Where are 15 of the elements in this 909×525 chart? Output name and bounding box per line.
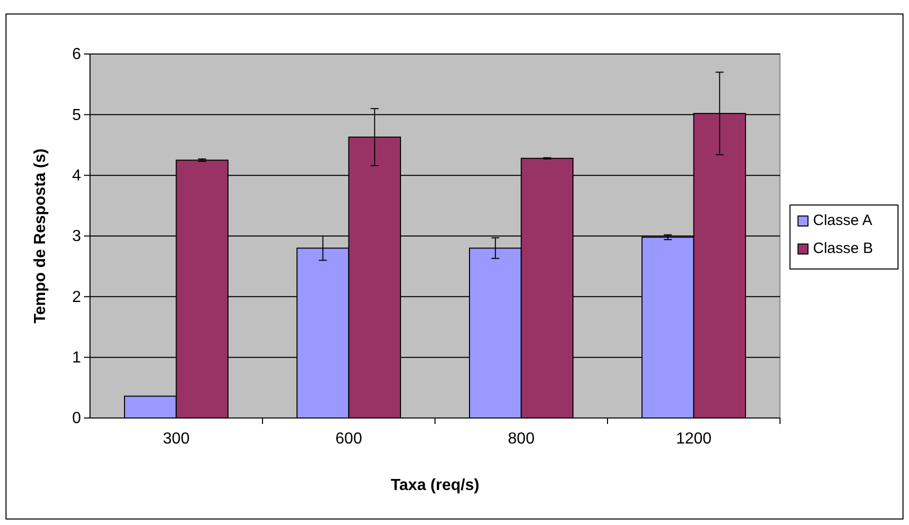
y-tick-label: 1 [72, 349, 82, 366]
y-tick-label: 2 [72, 288, 82, 306]
y-axis-title: Tempo de Resposta (s) [32, 148, 49, 324]
x-tick-label: 1200 [676, 430, 712, 448]
y-tick-label: 5 [72, 106, 82, 124]
y-tick-label: 6 [72, 46, 82, 64]
x-tick-label: 600 [335, 430, 362, 448]
y-tick-label: 4 [72, 167, 82, 184]
legend-label: Classe B [813, 240, 874, 257]
y-tick-label: 3 [72, 228, 82, 246]
x-axis-title: Taxa (req/s) [390, 477, 480, 494]
x-tick-label: 300 [162, 430, 190, 448]
legend-label: Classe A [813, 212, 872, 229]
x-tick-label: 800 [508, 430, 535, 448]
y-tick-label: 0 [72, 410, 82, 428]
